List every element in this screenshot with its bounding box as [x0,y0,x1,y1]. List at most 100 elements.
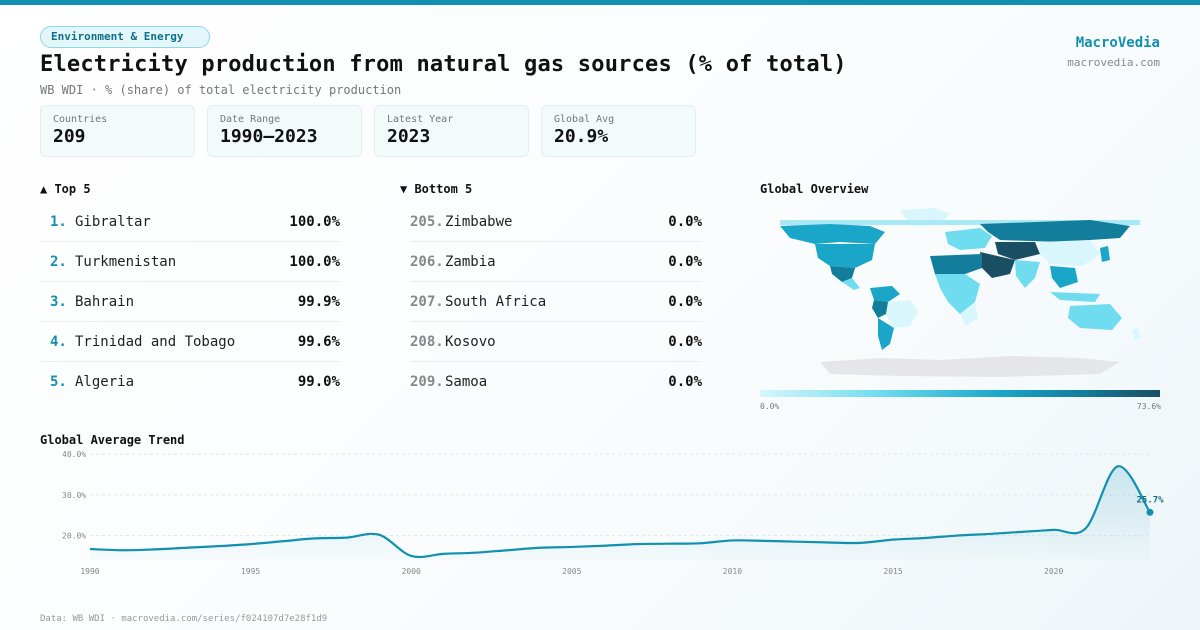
country-name: South Africa [445,293,547,310]
map-region-argentina-chile [878,318,894,350]
country-value: 0.0% [668,333,702,350]
country-value: 0.0% [668,293,702,310]
country-name: Algeria [75,374,135,390]
country-name: Samoa [445,374,488,390]
trend-last-point [1146,508,1154,516]
rank-number: 2. [50,253,67,270]
stat-value: 20.9% [554,126,609,147]
map-region-brazil [886,300,918,328]
stat-card-global-avg: Global Avg 20.9% [541,105,696,157]
stat-label: Date Range [220,114,281,125]
x-tick-label: 2015 [883,567,902,576]
brand-url[interactable]: macrovedia.com [1067,56,1160,69]
bottom5-heading: ▼ Bottom 5 [400,182,473,196]
list-item[interactable]: 209. Samoa 0.0% [410,362,702,402]
x-tick-label: 2000 [402,567,421,576]
country-value: 0.0% [668,253,702,270]
stat-value: 209 [53,126,86,147]
rank-number: 3. [50,293,67,310]
map-region-indonesia [1050,292,1100,302]
top5-list: 1. Gibraltar 100.0% 2. Turkmenistan 100.… [40,202,340,402]
country-value: 0.0% [668,374,702,390]
country-name: Turkmenistan [75,253,177,270]
color-scale-bar [760,390,1160,397]
list-item[interactable]: 2. Turkmenistan 100.0% [40,242,340,282]
x-tick-labels: 1990 1995 2000 2005 2010 2015 2020 [80,567,1063,576]
world-map[interactable] [760,202,1160,382]
rank-number: 4. [50,333,67,350]
trend-heading: Global Average Trend [40,433,185,447]
country-name: Trinidad and Tobago [75,333,236,350]
country-value: 99.6% [297,333,340,350]
map-region-canada [780,224,885,244]
page-title: Electricity production from natural gas … [40,52,847,77]
list-item[interactable]: 3. Bahrain 99.9% [40,282,340,322]
stat-value: 1990–2023 [220,126,318,147]
stat-card-date-range: Date Range 1990–2023 [207,105,362,157]
rank-number: 1. [50,213,67,230]
map-region-japan [1100,246,1110,262]
country-value: 99.0% [297,374,340,390]
brand-name[interactable]: MacroVedia [1075,35,1160,51]
map-region-central-africa [935,274,980,314]
map-region-north-africa [930,254,982,274]
list-item[interactable]: 205. Zimbabwe 0.0% [410,202,702,242]
map-heading: Global Overview [760,182,869,196]
x-tick-label: 2020 [1044,567,1063,576]
footer-source: Data: WB WDI · macrovedia.com/series/f02… [40,614,328,624]
top-accent-bar [0,0,1200,5]
page-subtitle: WB WDI · % (share) of total electricity … [40,83,402,97]
country-value: 100.0% [289,253,340,270]
map-region-central-asia [995,242,1040,260]
map-region-mexico [830,266,855,282]
list-item[interactable]: 1. Gibraltar 100.0% [40,202,340,242]
x-tick-label: 1995 [241,567,260,576]
stat-card-latest-year: Latest Year 2023 [374,105,529,157]
country-name: Zimbabwe [445,213,513,230]
list-item[interactable]: 4. Trinidad and Tobago 99.6% [40,322,340,362]
trend-last-label: 25.7% [1136,495,1164,505]
country-value: 100.0% [289,213,340,230]
category-badge[interactable]: Environment & Energy [40,26,210,48]
chart-grid [90,453,1150,537]
y-tick-label: 40.0% [62,450,86,459]
y-tick-labels: 20.0% 30.0% 40.0% [62,450,86,540]
map-region-middle-east [980,252,1015,278]
map-region-europe [945,228,992,250]
x-tick-label: 2010 [723,567,742,576]
bottom5-list: 205. Zimbabwe 0.0% 206. Zambia 0.0% 207.… [410,202,702,402]
stat-card-countries: Countries 209 [40,105,195,157]
world-map-svg [780,208,1140,377]
map-region-australia [1068,304,1122,330]
scale-max-label: 73.6% [1136,402,1161,411]
map-region-southeast-asia [1050,266,1078,288]
rank-number: 208. [410,333,444,350]
stat-label: Global Avg [554,114,615,125]
map-region-arctic-band [780,220,1140,225]
trend-line [89,465,1151,559]
map-region-southern-africa [960,302,978,326]
list-item[interactable]: 208. Kosovo 0.0% [410,322,702,362]
map-region-usa [815,244,875,268]
list-item[interactable]: 5. Algeria 99.0% [40,362,340,402]
map-region-peru-bolivia [872,300,888,318]
country-name: Gibraltar [75,213,151,230]
list-item[interactable]: 207. South Africa 0.0% [410,282,702,322]
y-tick-label: 30.0% [62,491,86,500]
stat-value: 2023 [387,126,431,147]
map-region-new-zealand [1132,328,1140,340]
map-region-china [1040,240,1100,266]
top5-heading: ▲ Top 5 [40,182,91,196]
x-tick-label: 1990 [80,567,99,576]
y-tick-label: 20.0% [62,532,86,541]
list-item[interactable]: 206. Zambia 0.0% [410,242,702,282]
country-name: Bahrain [75,293,135,310]
trend-chart[interactable]: 20.0% 30.0% 40.0% 1990 1995 2000 2005 2010 2015… [0,440,1200,590]
map-region-russia [980,220,1130,242]
scale-min-label: 0.0% [760,402,780,411]
country-value: 99.9% [297,293,340,310]
rank-number: 205. [410,213,444,230]
rank-number: 206. [410,253,444,270]
rank-number: 5. [50,374,67,390]
rank-number: 207. [410,293,444,310]
